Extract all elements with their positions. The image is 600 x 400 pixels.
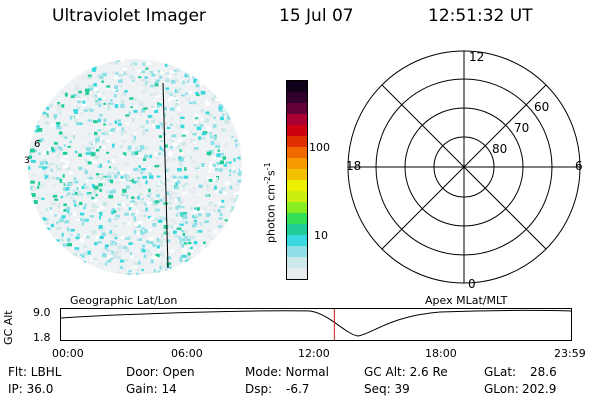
info-glon-value: 202.9 [522, 382, 557, 396]
timeline-y-label-text: GC Alt [2, 310, 15, 345]
mlt-label-6: 6 [575, 159, 583, 173]
timeline-y-tick-low: 1.8 [33, 331, 51, 344]
colorbar-segment [287, 125, 307, 136]
colorbar-segment [287, 202, 307, 213]
colorbar-label-unit-exp: -1 [263, 162, 272, 171]
colorbar-segment [287, 147, 307, 158]
mlt-label-18: 18 [346, 159, 361, 173]
globe-left-label-1: 6 [34, 139, 40, 150]
uv-globe-image: 6 3 [24, 59, 242, 275]
colorbar-segment [287, 169, 307, 180]
colorbar-segment [287, 268, 307, 279]
timeline-x-tick-2359: 23:59 [554, 347, 586, 360]
info-mode: Mode: Normal [245, 365, 329, 379]
info-seq: Seq: 39 [364, 382, 410, 396]
colorbar-segment [287, 224, 307, 235]
info-glon-label: GLon: [484, 382, 519, 396]
timeline-frame [60, 308, 572, 341]
mlt-label-12: 12 [469, 50, 484, 64]
colorbar-segment [287, 213, 307, 224]
globe-speckle-layer [28, 59, 242, 275]
altitude-curve [60, 309, 572, 337]
colorbar [286, 80, 308, 280]
colorbar-segment [287, 103, 307, 114]
lat-label-80: 80 [492, 142, 507, 156]
colorbar-segment [287, 92, 307, 103]
colorbar-segment [287, 81, 307, 92]
timeline-x-tick-1800: 18:00 [425, 347, 457, 360]
timeline-right-label: Apex MLat/MLT [425, 294, 508, 307]
colorbar-label-unit: s [264, 170, 278, 177]
timeline-x-tick-0000: 00:00 [52, 347, 84, 360]
colorbar-label-text: photon cm [264, 184, 278, 243]
colorbar-tick-100: 100 [309, 141, 330, 154]
timeline-left-label: Geographic Lat/Lon [70, 294, 178, 307]
polar-diagonal-2 [381, 84, 547, 250]
info-ip: IP: 36.0 [8, 382, 54, 396]
colorbar-segment [287, 246, 307, 257]
info-glat-value: 28.6 [530, 365, 557, 379]
app-title: Ultraviolet Imager [52, 6, 206, 26]
timeline-plot [60, 308, 572, 341]
colorbar-segment [287, 191, 307, 202]
timeline-y-tick-high: 9.0 [33, 306, 51, 319]
lat-label-70: 70 [514, 121, 529, 135]
info-dsp-label: Dsp: [245, 382, 273, 396]
timeline-x-tick-1200: 12:00 [298, 347, 330, 360]
colorbar-segment [287, 114, 307, 125]
colorbar-segment [287, 257, 307, 268]
colorbar-segment [287, 235, 307, 246]
mlt-label-0: 0 [468, 277, 476, 290]
time-label: 12:51:32 UT [428, 6, 533, 26]
colorbar-tick-10: 10 [314, 229, 328, 242]
info-dsp-value: -6.7 [286, 382, 310, 396]
colorbar-segment [287, 158, 307, 169]
timeline-x-tick-0600: 06:00 [171, 347, 203, 360]
globe-left-label-2: 3 [24, 156, 30, 166]
polar-grid-plot: 12 18 6 0 60 70 80 [346, 50, 583, 290]
lat-label-60: 60 [534, 100, 549, 114]
info-door: Door: Open [126, 365, 195, 379]
colorbar-segment [287, 136, 307, 147]
info-gc-alt: GC Alt: 2.6 Re [364, 365, 448, 379]
date-label: 15 Jul 07 [279, 6, 354, 26]
info-gain: Gain: 14 [126, 382, 177, 396]
colorbar-label-exp: -2 [263, 176, 272, 185]
colorbar-segment [287, 180, 307, 191]
info-glat-label: GLat: [484, 365, 517, 379]
info-flt: Flt: LBHL [8, 365, 62, 379]
terminator-line [162, 82, 169, 269]
